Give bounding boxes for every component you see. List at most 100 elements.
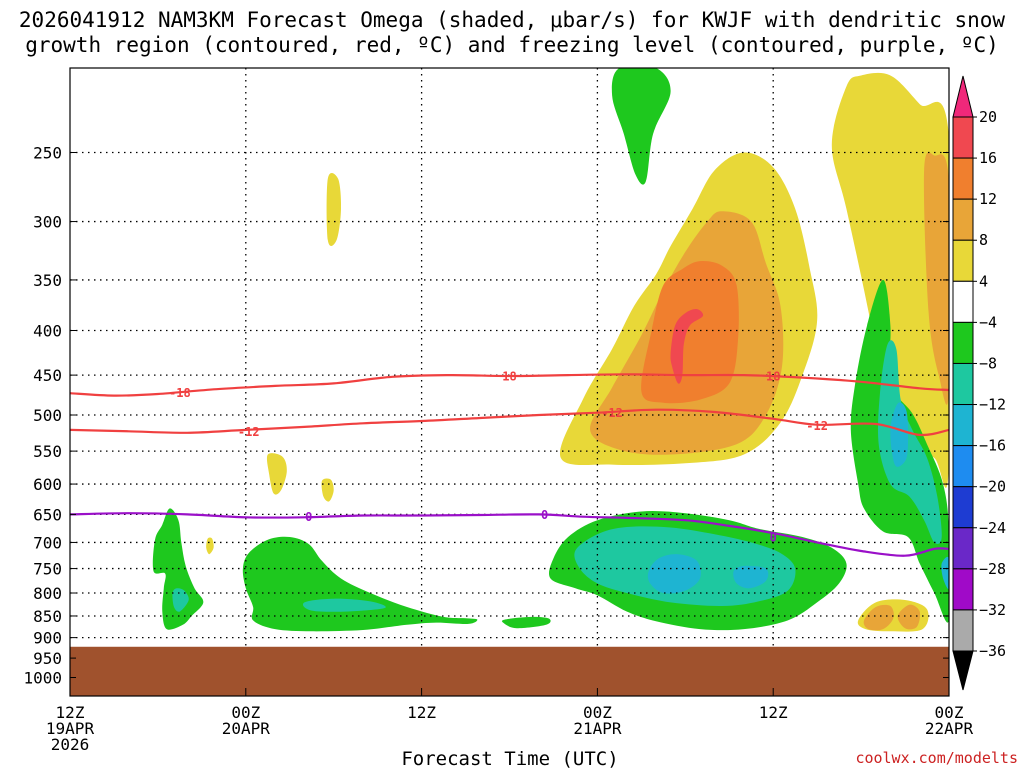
colorbar-tick-label: −28 xyxy=(979,560,1006,578)
omega-region-4 xyxy=(321,478,334,502)
x-tick-label: 00Z xyxy=(231,703,260,722)
y-tick-label: 1000 xyxy=(23,669,62,688)
colorbar-box xyxy=(952,198,974,241)
contour-label: 18 xyxy=(502,369,516,383)
colorbar-tick-label: 4 xyxy=(979,272,988,290)
colorbar-box xyxy=(952,362,974,406)
colorbar-tick-label: 12 xyxy=(979,190,997,208)
contour-label: -18 xyxy=(169,386,191,400)
y-tick-label: 550 xyxy=(33,442,62,461)
colorbar-box xyxy=(952,527,974,570)
contour-line-neg18 xyxy=(70,373,949,397)
contour-label: 0 xyxy=(770,530,777,544)
omega-region-8 xyxy=(923,152,949,405)
omega-region-neg8 xyxy=(877,340,942,544)
colorbar-tick-label: −16 xyxy=(979,437,1006,455)
omega-region-4 xyxy=(266,453,287,495)
x-tick-label: 21APR xyxy=(573,719,622,738)
colorbar-box xyxy=(952,116,974,159)
omega-region-neg8 xyxy=(302,598,386,612)
x-tick-label: 19APR xyxy=(46,719,95,738)
colorbar-box xyxy=(952,486,974,529)
contour-label: -12 xyxy=(238,425,260,439)
contour-lines xyxy=(70,373,949,557)
omega-region-4 xyxy=(206,537,214,555)
contour-label: 0 xyxy=(541,508,548,522)
colorbar-tick-label: −32 xyxy=(979,601,1006,619)
x-tick-label: 12Z xyxy=(759,703,788,722)
y-tick-label: 850 xyxy=(33,607,62,626)
omega-region-16 xyxy=(670,309,704,384)
omega-region-neg12 xyxy=(733,565,769,589)
x-tick-label: 2026 xyxy=(51,735,90,754)
colorbar-tick-label: 20 xyxy=(979,108,997,126)
chart-title-line1: 2026041912 NAM3KM Forecast Omega (shaded… xyxy=(19,8,1006,32)
contour-label: -12 xyxy=(601,406,623,420)
x-tick-label: 00Z xyxy=(583,703,612,722)
x-tick-label: 00Z xyxy=(935,703,964,722)
colorbar-tick-label: −8 xyxy=(979,354,997,372)
colorbar-tick-label: 16 xyxy=(979,149,997,167)
y-tick-label: 950 xyxy=(33,649,62,668)
ground-layer xyxy=(70,646,949,696)
y-tick-label: 500 xyxy=(33,406,62,425)
x-tick-label: 22APR xyxy=(925,719,974,738)
omega-region-neg4 xyxy=(611,68,671,185)
x-tick-label: 20APR xyxy=(222,719,271,738)
ground-fill xyxy=(70,646,949,696)
colorbar: 20 16 12 8 4 −4 −8 −12 −16 −20 −24 −28 −32 −36 xyxy=(952,75,1006,691)
omega-region-4 xyxy=(326,172,342,246)
y-axis-ticks: 250 300 350 400 450 500 550 600 650 700 750 800 850 9… xyxy=(23,144,949,688)
colorbar-bottom-arrow xyxy=(952,650,974,691)
colorbar-box xyxy=(952,609,974,652)
omega-region-8 xyxy=(863,604,894,631)
contour-labels: -18 18 18 -12 -12 -12 0 0 0 xyxy=(169,369,828,544)
colorbar-box xyxy=(952,404,974,447)
colorbar-tick-label: −20 xyxy=(979,478,1006,496)
colorbar-tick-label: −4 xyxy=(979,313,997,331)
y-tick-label: 300 xyxy=(33,213,62,232)
contour-label: 0 xyxy=(305,510,312,524)
omega-region-12 xyxy=(641,260,739,404)
omega-region-neg4 xyxy=(501,616,551,629)
y-tick-label: 800 xyxy=(33,584,62,603)
colorbar-box xyxy=(952,239,974,282)
contour-label: -12 xyxy=(806,419,828,433)
omega-region-neg12 xyxy=(647,554,701,594)
y-tick-label: 700 xyxy=(33,533,62,552)
y-tick-label: 900 xyxy=(33,629,62,648)
colorbar-top-arrow xyxy=(952,75,974,118)
omega-region-neg8 xyxy=(172,588,189,612)
contour-line-0 xyxy=(70,512,949,557)
colorbar-box xyxy=(952,280,974,323)
omega-region-neg12 xyxy=(890,402,909,467)
colorbar-tick-label: 8 xyxy=(979,231,988,249)
colorbar-tick-label: −24 xyxy=(979,519,1006,537)
colorbar-box xyxy=(952,568,974,611)
y-tick-label: 250 xyxy=(33,144,62,163)
omega-region-neg4 xyxy=(242,536,478,632)
colorbar-box xyxy=(952,157,974,200)
x-axis-label: Forecast Time (UTC) xyxy=(401,748,618,768)
colorbar-tick-label: −12 xyxy=(979,396,1006,414)
x-tick-label: 12Z xyxy=(407,703,436,722)
colorbar-tick-label: −36 xyxy=(979,642,1006,660)
chart-title-line2: growth region (contoured, red, ºC) and f… xyxy=(25,33,999,57)
plot-frame xyxy=(69,67,950,697)
y-tick-label: 400 xyxy=(33,322,62,341)
y-tick-label: 600 xyxy=(33,475,62,494)
y-tick-label: 450 xyxy=(33,366,62,385)
y-tick-label: 350 xyxy=(33,271,62,290)
credit-text[interactable]: coolwx.com/modelts xyxy=(855,749,1018,767)
contour-label: 18 xyxy=(766,369,780,383)
x-tick-label: 12Z xyxy=(56,703,85,722)
colorbar-box xyxy=(952,445,974,488)
omega-region-4 xyxy=(831,72,949,488)
colorbar-box xyxy=(952,321,974,364)
contour-line-neg12 xyxy=(70,408,949,437)
omega-region-neg12 xyxy=(941,556,949,589)
y-tick-label: 650 xyxy=(33,505,62,524)
omega-region-8 xyxy=(897,604,921,630)
